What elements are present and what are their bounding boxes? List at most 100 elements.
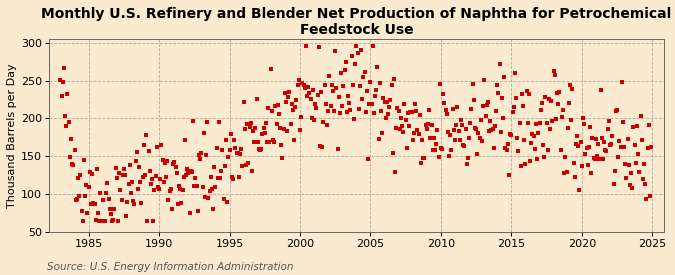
Point [304, 91, 315, 95]
Point [256, 147, 267, 151]
Point [173, 184, 184, 188]
Point [377, 131, 387, 135]
Point [381, 100, 392, 104]
Point [570, 142, 581, 146]
Point [537, 101, 547, 105]
Point [408, 131, 419, 135]
Point [217, 147, 228, 152]
Point [637, 138, 647, 142]
Point [389, 169, 400, 174]
Point [236, 146, 246, 151]
Point [246, 168, 257, 173]
Point [372, 65, 383, 70]
Point [286, 121, 296, 126]
Point [434, 82, 445, 87]
Point [521, 89, 532, 94]
Point [75, 172, 86, 177]
Point [198, 131, 209, 135]
Point [519, 138, 530, 142]
Point [607, 134, 618, 139]
Point [500, 146, 511, 150]
Point [421, 123, 431, 128]
Point [80, 194, 90, 198]
Point [178, 175, 189, 179]
Point [210, 185, 221, 189]
Point [483, 100, 493, 104]
Point [566, 118, 576, 122]
Point [332, 147, 343, 152]
Point [443, 153, 454, 158]
Point [384, 105, 395, 109]
Point [467, 81, 478, 86]
Point [541, 120, 552, 125]
Point [107, 218, 117, 223]
Point [165, 186, 176, 191]
Point [117, 172, 128, 177]
Point [502, 142, 513, 146]
Point [144, 169, 155, 173]
Point [250, 126, 261, 131]
Point [583, 163, 593, 167]
Point [610, 169, 620, 173]
Point [480, 113, 491, 118]
Point [431, 142, 441, 146]
Point [102, 180, 113, 185]
Point [394, 109, 404, 114]
Point [222, 200, 233, 205]
Point [148, 218, 159, 223]
Point [435, 146, 446, 150]
Point [303, 85, 314, 90]
Point [101, 191, 111, 195]
Point [394, 126, 405, 131]
Point [181, 173, 192, 177]
Point [494, 62, 505, 66]
Point [548, 69, 559, 73]
Point [346, 54, 357, 58]
Point [278, 126, 289, 131]
Point [330, 49, 341, 54]
Point [227, 177, 238, 181]
Point [502, 148, 512, 152]
Point [472, 152, 483, 156]
Point [348, 117, 359, 121]
Point [335, 71, 346, 76]
Point [399, 102, 410, 106]
Point [298, 82, 309, 87]
Point [200, 152, 211, 157]
Point [157, 158, 168, 162]
Point [140, 173, 151, 178]
Point [151, 145, 162, 149]
Point [486, 127, 497, 132]
Point [169, 160, 180, 164]
Point [414, 112, 425, 117]
Point [410, 102, 421, 106]
Point [69, 148, 80, 152]
Point [489, 124, 500, 128]
Point [97, 198, 108, 202]
Point [531, 121, 541, 126]
Point [506, 133, 517, 137]
Point [643, 122, 654, 127]
Point [61, 124, 72, 128]
Point [574, 188, 585, 192]
Point [225, 131, 236, 136]
Point [642, 146, 653, 150]
Point [232, 151, 243, 155]
Point [585, 125, 595, 129]
Point [396, 116, 406, 121]
Point [626, 171, 637, 175]
Point [138, 143, 149, 147]
Point [72, 197, 82, 201]
Point [359, 70, 370, 75]
Point [608, 182, 619, 187]
Point [105, 212, 116, 216]
Point [70, 198, 81, 202]
Point [311, 106, 322, 110]
Point [405, 109, 416, 114]
Point [424, 108, 435, 112]
Point [223, 155, 234, 159]
Point [219, 164, 230, 169]
Point [542, 148, 553, 152]
Point [371, 88, 382, 92]
Point [589, 157, 600, 161]
